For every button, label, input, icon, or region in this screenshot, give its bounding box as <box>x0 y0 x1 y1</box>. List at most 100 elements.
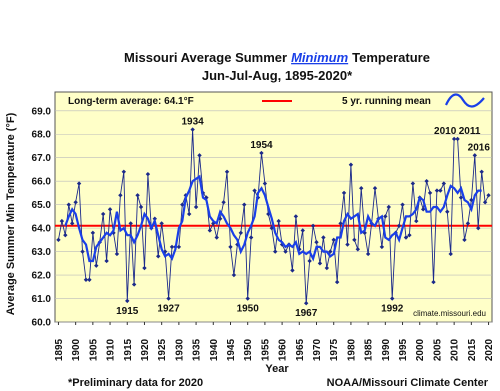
x-tick-label: 1940 <box>209 338 220 361</box>
data-point <box>420 207 426 212</box>
x-tick-label: 1955 <box>260 338 271 361</box>
y-tick-label: 69.0 <box>32 106 52 117</box>
data-point <box>314 240 319 245</box>
x-axis-label: Year <box>265 363 289 375</box>
data-point <box>355 247 361 252</box>
footnote: *Preliminary data for 2020 <box>68 377 203 389</box>
data-point <box>283 249 288 254</box>
data-point <box>303 301 309 306</box>
data-point <box>458 195 464 200</box>
data-point <box>90 230 96 236</box>
x-tick-label: 1950 <box>243 338 254 361</box>
data-point <box>66 202 71 207</box>
data-point <box>465 221 471 226</box>
data-point <box>345 242 350 247</box>
data-point <box>372 186 378 191</box>
data-point <box>396 223 402 228</box>
data-point <box>324 265 330 271</box>
data-point <box>352 237 357 243</box>
x-tick-label: 1985 <box>364 338 375 361</box>
data-point <box>73 200 78 205</box>
data-point <box>482 200 488 205</box>
x-tick-label: 1920 <box>140 338 151 361</box>
data-point <box>427 190 433 196</box>
x-tick-label: 1970 <box>312 338 323 361</box>
x-tick-label: 1905 <box>88 338 99 361</box>
data-point <box>331 237 336 243</box>
data-point <box>76 181 82 186</box>
data-point <box>338 221 343 226</box>
y-tick-label: 64.0 <box>32 224 52 235</box>
data-point <box>300 228 305 233</box>
data-point <box>83 277 89 282</box>
data-point <box>248 235 254 240</box>
data-point <box>59 218 65 224</box>
annotation: 1992 <box>381 304 404 315</box>
x-tick-label: 1965 <box>295 338 306 361</box>
data-point <box>142 265 147 271</box>
data-point <box>135 193 140 198</box>
data-point <box>476 225 481 231</box>
x-tick-label: 1915 <box>123 338 134 361</box>
data-point <box>80 249 85 254</box>
data-point <box>166 296 171 301</box>
data-point <box>204 195 209 200</box>
data-point <box>245 296 250 301</box>
data-point <box>231 272 237 278</box>
x-tick-label: 2005 <box>432 338 443 361</box>
y-tick-label: 65.0 <box>32 200 52 211</box>
y-tick-label: 61.0 <box>32 294 52 305</box>
x-tick-label: 2015 <box>467 338 478 361</box>
data-point <box>190 127 195 132</box>
running-mean-line <box>64 174 482 263</box>
y-tick-label: 68.0 <box>32 130 52 141</box>
annotation: 1967 <box>295 308 318 319</box>
x-tick-label: 1895 <box>54 338 65 361</box>
data-point <box>276 218 281 224</box>
plot-area <box>54 91 493 323</box>
data-point <box>400 202 405 207</box>
x-tick-label: 1990 <box>381 338 392 361</box>
data-point <box>221 200 226 205</box>
data-point <box>293 214 299 219</box>
x-tick-label: 1980 <box>346 338 357 361</box>
reference-legend-label: Long-term average: 64.1°F <box>68 96 194 107</box>
data-point <box>341 190 347 196</box>
title-part: Minimum <box>291 50 348 65</box>
x-tick-label: 1910 <box>106 338 117 361</box>
chart-title: Missouri Average Summer Minimum Temperatur… <box>124 50 430 65</box>
data-point <box>438 188 443 193</box>
data-point <box>434 188 440 193</box>
annotation: 2010 <box>434 126 457 137</box>
data-point <box>479 169 484 174</box>
y-axis-label: Average Summer Min Temperature (°F) <box>5 112 17 315</box>
annotation: 2011 <box>459 126 481 137</box>
data-point <box>317 261 323 266</box>
data-point <box>176 244 182 250</box>
data-point <box>118 193 123 198</box>
data-point <box>262 181 268 186</box>
data-point <box>431 279 436 285</box>
x-tick-label: 1935 <box>192 338 203 361</box>
data-point <box>273 249 278 254</box>
y-tick-label: 63.0 <box>32 247 52 258</box>
data-point <box>56 237 61 243</box>
data-point <box>94 263 99 268</box>
data-point <box>348 162 354 167</box>
data-point <box>462 237 467 243</box>
x-tick-label: 2010 <box>450 338 461 361</box>
data-point <box>365 251 371 257</box>
data-point <box>224 169 230 174</box>
source: climate.missouri.edu <box>413 309 486 318</box>
data-point <box>180 202 185 207</box>
data-point <box>328 249 333 254</box>
data-point <box>386 204 391 210</box>
data-point <box>145 171 151 177</box>
data-point <box>410 181 416 186</box>
title-part: Missouri Average Summer <box>124 50 287 65</box>
data-point <box>107 207 113 212</box>
annotation: 1927 <box>157 304 180 315</box>
data-point <box>159 221 164 226</box>
